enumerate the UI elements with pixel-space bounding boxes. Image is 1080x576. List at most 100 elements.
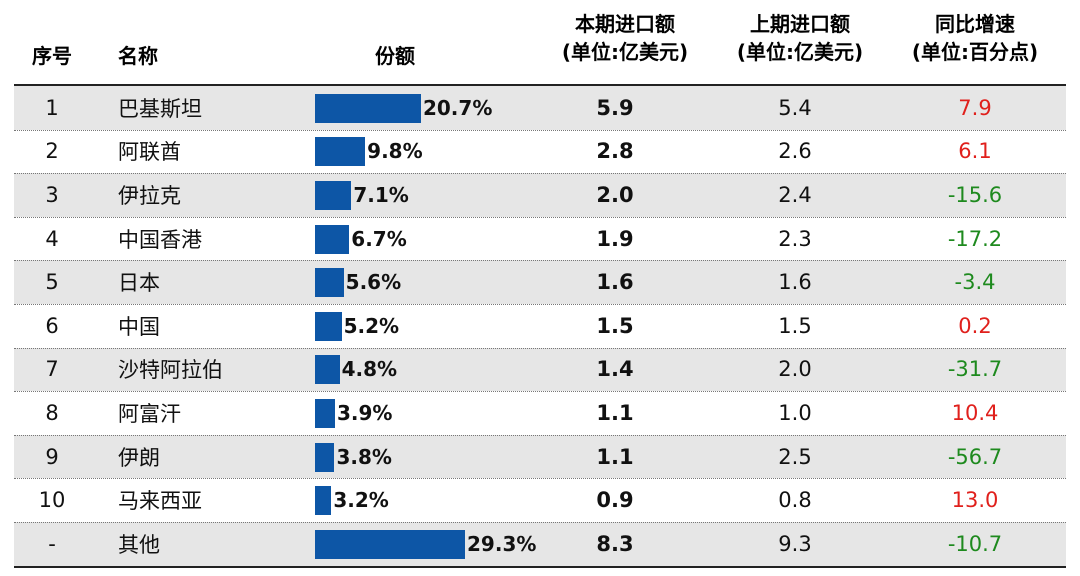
share-bar [315,442,335,472]
share-label: 6.7% [351,226,407,251]
share-label: 3.8% [336,444,392,469]
rank: 3 [45,183,59,207]
share-bar [315,181,352,210]
row-bg [14,260,1066,304]
name: 中国香港 [118,227,202,252]
row-divider [14,260,1066,262]
previous: 2.0 [778,357,812,382]
share-label: 3.2% [333,488,389,513]
header-rank: 序号 [32,44,72,68]
current: 2.8 [596,139,634,164]
share-label: 4.8% [341,357,398,382]
share-bar [315,529,466,559]
yoy: -31.7 [947,357,1003,382]
yoy: -3.4 [954,270,996,295]
header-yoy-title: 同比增速 [935,12,1015,36]
yoy: -56.7 [947,444,1003,469]
row-bg [14,434,1066,479]
name: 其他 [118,532,160,557]
name: 伊朗 [118,445,160,470]
yoy: 0.2 [958,313,992,338]
yoy: 13.0 [951,488,999,513]
header-current-unit: (单位:亿美元) [561,40,689,64]
name: 马来西亚 [118,489,202,514]
bottom-rule [14,565,1066,568]
row-bg [14,522,1066,566]
share-label: 3.9% [336,401,393,425]
row-divider [14,173,1066,175]
share-bar [315,355,340,385]
header-current-title: 本期进口额 [575,12,675,36]
rank: 6 [45,313,59,338]
header-yoy-unit: (单位:百分点) [911,40,1039,64]
current: 1.1 [596,401,634,425]
share-bar [315,486,332,516]
current: 1.1 [596,444,634,469]
share-label: 7.1% [353,183,409,207]
header-previous-unit: (单位:亿美元) [736,40,864,64]
name: 阿富汗 [118,402,181,426]
current: 1.9 [596,226,634,251]
previous: 2.6 [778,139,812,164]
rank: 9 [45,444,59,469]
header-share: 份额 [375,44,415,68]
yoy: 10.4 [951,401,999,425]
row-divider [14,522,1066,523]
row-divider [14,434,1066,436]
name: 中国 [118,314,160,339]
row-bg [14,173,1066,217]
current: 0.9 [596,488,634,513]
previous: 1.0 [778,401,812,425]
header-rule [14,84,1066,86]
share-bar [315,311,342,341]
previous: 2.3 [778,226,812,251]
current: 1.6 [596,270,634,295]
name: 巴基斯坦 [118,96,202,121]
share-bar [315,224,350,254]
yoy: -15.6 [947,183,1003,207]
row-divider [14,304,1066,305]
rank: 8 [45,401,59,425]
share-label: 29.3% [467,531,537,556]
header-previous-title: 上期进口额 [750,12,850,36]
rank: - [48,531,56,556]
yoy: -17.2 [947,226,1003,251]
previous: 1.6 [778,270,812,295]
row-divider [14,216,1066,218]
share-bar [315,137,366,167]
row-bg [14,347,1066,392]
rank: 7 [45,357,59,382]
current: 1.4 [596,357,634,382]
rank: 2 [45,139,59,164]
rank: 10 [38,488,66,513]
row-divider [14,347,1066,349]
current: 1.5 [596,313,634,338]
previous: 1.5 [778,313,812,338]
previous: 5.4 [778,95,812,120]
row-bg [14,86,1066,130]
yoy: -10.7 [947,531,1003,556]
name: 伊拉克 [118,184,181,208]
current: 8.3 [596,531,634,556]
yoy: 7.9 [958,95,992,120]
name: 阿联酋 [118,140,181,165]
share-label: 9.8% [367,139,423,164]
share-label: 20.7% [422,95,493,120]
rank: 1 [45,95,59,120]
previous: 0.8 [778,488,812,513]
share-label: 5.2% [343,313,400,338]
rank: 5 [45,270,59,295]
previous: 9.3 [778,531,812,556]
share-bar [315,93,421,123]
rank: 4 [45,226,59,251]
yoy: 6.1 [958,139,992,164]
share-bar [315,399,335,428]
share-label: 5.6% [345,270,402,295]
name: 日本 [118,271,160,296]
share-bar [315,268,344,298]
current: 5.9 [596,95,634,120]
row-divider [14,129,1066,131]
current: 2.0 [596,183,634,207]
name: 沙特阿拉伯 [118,358,223,383]
